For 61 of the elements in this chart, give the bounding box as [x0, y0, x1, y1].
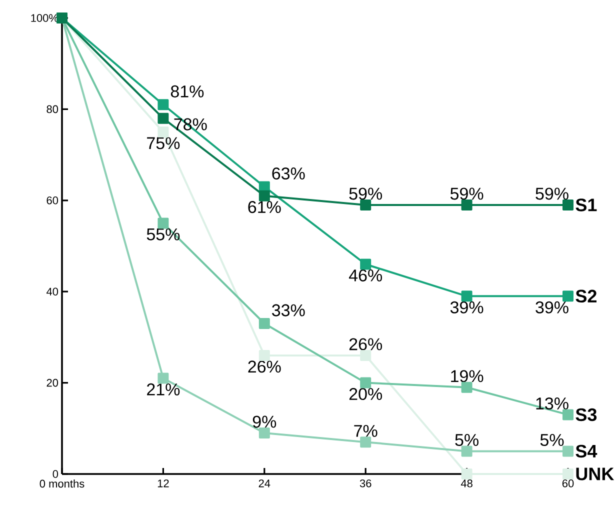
- y-tick-label: 60: [46, 196, 58, 204]
- data-label: 59%: [349, 188, 382, 200]
- x-tick-label: 48: [460, 480, 472, 488]
- data-label: 13%: [536, 397, 568, 410]
- x-tick-label: 24: [258, 480, 270, 488]
- data-label: 39%: [450, 301, 484, 314]
- point: [158, 126, 169, 138]
- x-tick-label: 60: [562, 480, 574, 488]
- data-label: 59%: [450, 188, 484, 200]
- point: [258, 190, 270, 202]
- point: [258, 427, 270, 438]
- point: [360, 350, 372, 361]
- point: [461, 382, 472, 393]
- y-tick-label: 20: [46, 378, 58, 387]
- data-label: 33%: [272, 304, 305, 316]
- x-tick-label: 0 months: [40, 480, 84, 488]
- point: [562, 199, 574, 210]
- point: [461, 446, 472, 457]
- data-label: 20%: [349, 388, 382, 400]
- data-label: 5%: [455, 434, 478, 446]
- data-label: 75%: [147, 137, 180, 150]
- y-tick-label: 80: [46, 105, 58, 114]
- data-label: 63%: [272, 167, 305, 180]
- data-label: 5%: [540, 434, 564, 446]
- data-label: 26%: [248, 360, 281, 373]
- point: [461, 199, 472, 210]
- point: [562, 468, 574, 480]
- point: [158, 112, 169, 124]
- data-label: 59%: [536, 188, 568, 200]
- point: [360, 258, 372, 270]
- point: [158, 372, 169, 384]
- series-label: S4: [576, 444, 598, 458]
- x-tick-label: 36: [360, 480, 372, 488]
- data-label: 61%: [248, 201, 281, 214]
- point: [562, 446, 574, 457]
- data-label: 39%: [536, 301, 568, 314]
- data-label: 21%: [147, 383, 180, 396]
- series-label: S3: [576, 408, 597, 422]
- point: [360, 199, 372, 210]
- series-label: UNK: [576, 468, 614, 480]
- point: [360, 436, 372, 448]
- point: [360, 377, 372, 388]
- point: [158, 218, 169, 229]
- data-label: 9%: [252, 416, 276, 428]
- point: [562, 290, 574, 302]
- series-label: S1: [576, 198, 597, 212]
- point: [158, 99, 169, 110]
- x-tick-label: 12: [158, 480, 169, 488]
- y-tick-label: 0: [52, 470, 58, 478]
- point: [258, 318, 270, 330]
- data-label: 26%: [349, 338, 382, 350]
- y-tick-label: 40: [46, 288, 58, 296]
- data-label: 19%: [451, 370, 484, 382]
- point: [562, 409, 574, 420]
- data-label: 46%: [348, 269, 382, 282]
- data-label: 7%: [354, 424, 378, 437]
- point: [461, 290, 472, 302]
- series-label: S2: [576, 290, 596, 303]
- point: [461, 468, 472, 480]
- point: [258, 350, 270, 361]
- data-label: 81%: [170, 85, 204, 98]
